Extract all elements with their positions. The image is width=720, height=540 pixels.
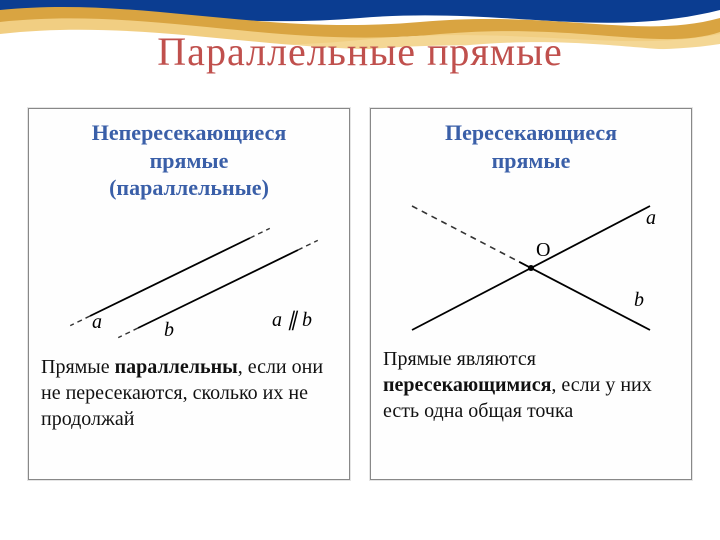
panel-parallel-caption: Прямые параллельны, если они не пересека… [41,354,337,432]
content-row: Непересекающиеся прямые (параллельные) a… [28,108,692,480]
panel-intersecting-caption: Прямые являются пересекающимися, если у … [383,346,679,424]
title-text: прямые [492,148,571,173]
svg-text:O: O [536,239,550,261]
parallel-lines-svg: a b a ∥ b [44,208,334,348]
title-text: Пересекающиеся [445,120,617,145]
diagram-intersecting: a b O [383,180,679,340]
title-text: прямые [150,148,229,173]
diagram-parallel: a b a ∥ b [41,208,337,348]
intersecting-lines-svg: a b O [386,180,676,340]
svg-text:a ∥ b: a ∥ b [272,309,312,331]
page-title: Параллельные прямые [0,28,720,75]
svg-text:b: b [634,289,644,311]
svg-text:a: a [92,311,102,333]
svg-text:a: a [646,207,656,229]
panel-intersecting-title: Пересекающиеся прямые [445,119,617,174]
panel-intersecting: Пересекающиеся прямые a b O Прямые являютс… [370,108,692,480]
title-text: Непересекающиеся [92,120,287,145]
title-text: (параллельные) [109,175,269,200]
panel-parallel-title: Непересекающиеся прямые (параллельные) [92,119,287,202]
svg-text:b: b [164,319,174,341]
panel-parallel: Непересекающиеся прямые (параллельные) a… [28,108,350,480]
